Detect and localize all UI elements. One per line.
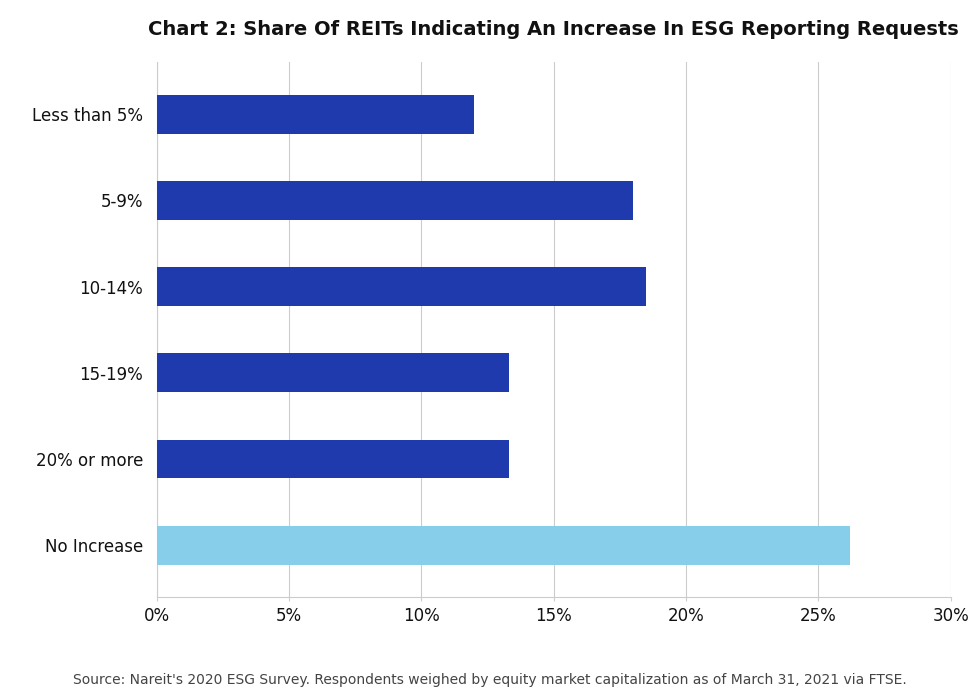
Bar bbox=[157, 267, 647, 306]
Bar bbox=[157, 439, 509, 478]
Bar bbox=[157, 526, 850, 564]
Title: Chart 2: Share Of REITs Indicating An Increase In ESG Reporting Requests: Chart 2: Share Of REITs Indicating An In… bbox=[148, 19, 959, 39]
Bar bbox=[157, 353, 509, 392]
Bar bbox=[157, 95, 474, 133]
Text: Source: Nareit's 2020 ESG Survey. Respondents weighed by equity market capitaliz: Source: Nareit's 2020 ESG Survey. Respon… bbox=[74, 673, 907, 687]
Bar bbox=[157, 181, 633, 220]
